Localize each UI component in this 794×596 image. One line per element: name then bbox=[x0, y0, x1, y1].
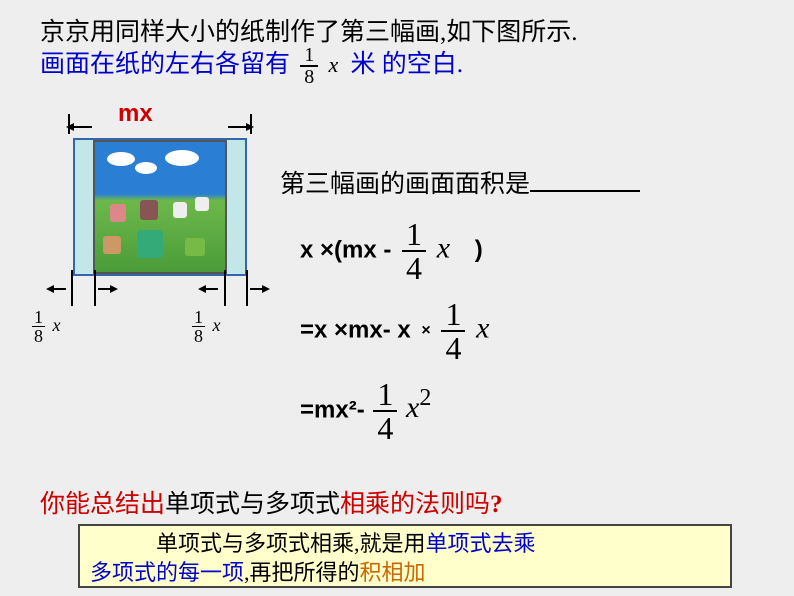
area-prompt: 第三幅画的画面面积是 bbox=[280, 164, 640, 200]
line2-text1: 画面在纸的左右各留有 bbox=[40, 51, 290, 78]
q-p2: 单项式与多项式 bbox=[165, 491, 340, 518]
cloud-3 bbox=[135, 162, 157, 174]
margin-right-label: 1 8 x bbox=[192, 308, 221, 345]
animal-3 bbox=[173, 202, 187, 218]
dim-bot-right bbox=[220, 280, 250, 298]
line2-text2: 米 的空白. bbox=[351, 51, 464, 78]
rule-p4: ,再把所得的 bbox=[244, 560, 360, 585]
area-prompt-text: 第三幅画的画面面积是 bbox=[280, 171, 530, 198]
dim-bot-left bbox=[68, 280, 96, 298]
arrow-left-top bbox=[72, 126, 92, 128]
eq2-frac: 1 4 bbox=[441, 298, 465, 364]
eq3-lhs: =mx²- bbox=[300, 396, 365, 423]
painting-diagram bbox=[40, 100, 260, 360]
rule-p5: 积相加 bbox=[360, 560, 426, 585]
arrow-bl-l bbox=[52, 288, 66, 290]
rule-p3: 多项式的每一项 bbox=[90, 560, 244, 585]
eq3-exp: 2 bbox=[419, 385, 431, 411]
animal-2 bbox=[140, 200, 158, 220]
intro-line-1: 京京用同样大小的纸制作了第三幅画,如下图所示. bbox=[40, 12, 578, 48]
cloud-2 bbox=[165, 150, 199, 166]
eq1-lhs: x ×(mx - bbox=[300, 236, 391, 263]
eq3-var: x2 bbox=[406, 391, 431, 424]
eq1-rhs: ) bbox=[475, 236, 483, 263]
equation-2: =x ×mx- x × 1 4 x bbox=[300, 298, 489, 364]
intro-line-2: 画面在纸的左右各留有 1 8 x 米 的空白. bbox=[40, 44, 463, 87]
eq1-var: x bbox=[437, 231, 450, 264]
rule-p2: 单项式去乘 bbox=[426, 531, 536, 556]
question-line: 你能总结出单项式与多项式相乘的法则吗? bbox=[40, 484, 503, 520]
eq2-lhs: =x ×mx- x bbox=[300, 316, 411, 343]
q-p1: 你能总结出 bbox=[40, 491, 165, 518]
equation-1: x ×(mx - 1 4 x ) bbox=[300, 218, 483, 284]
eq2-times: × bbox=[421, 322, 430, 339]
eq3-frac: 1 4 bbox=[373, 378, 397, 444]
eq1-frac: 1 4 bbox=[402, 218, 426, 284]
painting-inner bbox=[93, 140, 227, 274]
arrow-br-l bbox=[204, 288, 218, 290]
blank-underline bbox=[530, 190, 640, 192]
rule-p1: 单项式与多项式相乘,就是用 bbox=[156, 531, 426, 556]
arrow-br-r bbox=[250, 288, 264, 290]
dim-top bbox=[68, 118, 252, 136]
margin-left-var: x bbox=[53, 315, 61, 335]
animal-1 bbox=[110, 204, 126, 222]
margin-left-frac: 1 8 bbox=[32, 308, 45, 345]
margin-right-var: x bbox=[213, 315, 221, 335]
arrow-bl-r bbox=[98, 288, 112, 290]
animal-6 bbox=[137, 230, 163, 258]
line2-var: x bbox=[329, 52, 339, 77]
margin-right-frac: 1 8 bbox=[192, 308, 205, 345]
q-p4: ? bbox=[490, 491, 503, 518]
rule-indent bbox=[90, 531, 156, 556]
arrow-right-top bbox=[228, 126, 248, 128]
equation-3: =mx²- 1 4 x2 bbox=[300, 378, 431, 444]
margin-left-label: 1 8 x bbox=[32, 308, 61, 345]
animal-5 bbox=[103, 236, 121, 254]
eq2-var: x bbox=[476, 311, 489, 344]
animal-4 bbox=[195, 197, 209, 211]
rule-box: 单项式与多项式相乘,就是用单项式去乘 多项式的每一项,再把所得的积相加 bbox=[78, 524, 732, 588]
line2-fraction: 1 8 bbox=[300, 45, 318, 87]
animal-7 bbox=[185, 238, 205, 256]
cloud-1 bbox=[107, 152, 135, 166]
q-p3: 相乘的法则吗 bbox=[340, 491, 490, 518]
